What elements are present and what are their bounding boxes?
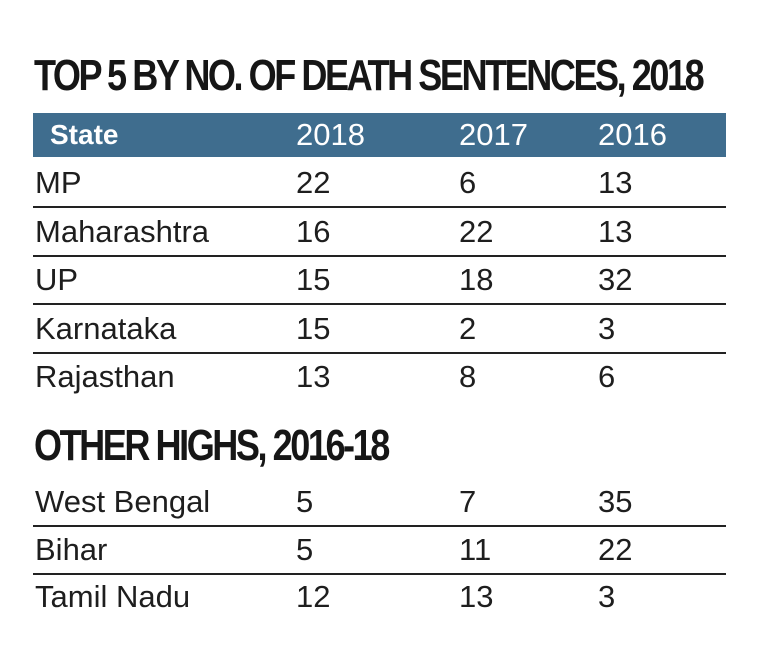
value-cell-2017: 7 — [459, 484, 477, 519]
header-2017: 2017 — [459, 117, 528, 152]
table-row: Karnataka 15 2 3 — [33, 304, 726, 354]
state-cell: UP — [35, 262, 79, 297]
state-cell: West Bengal — [35, 484, 211, 519]
header-state: State — [50, 119, 119, 150]
state-cell: Karnataka — [35, 310, 177, 346]
table-row: Tamil Nadu 12 13 3 — [33, 572, 726, 620]
value-cell-2016: 13 — [598, 165, 633, 200]
state-cell: Tamil Nadu — [35, 579, 191, 614]
table-row: Rajasthan 13 8 6 — [33, 352, 726, 400]
value-cell-2018: 15 — [296, 310, 331, 346]
table-row: West Bengal 5 7 35 — [33, 477, 726, 527]
state-cell: MP — [35, 165, 82, 200]
value-cell-2018: 5 — [296, 531, 314, 567]
state-cell: Maharashtra — [35, 213, 210, 249]
table-row: Bihar 5 11 22 — [33, 525, 726, 575]
value-cell-2017: 18 — [459, 262, 494, 297]
value-cell-2016: 13 — [598, 213, 633, 249]
state-cell: Rajasthan — [35, 359, 175, 394]
other-highs-title: OTHER HIGHS, 2016-18 — [34, 421, 390, 470]
table-header: State 2018 2017 2016 — [33, 113, 726, 157]
header-2016: 2016 — [598, 117, 667, 152]
value-cell-2016: 3 — [598, 310, 616, 346]
table-row: Maharashtra 16 22 13 — [33, 207, 726, 257]
value-cell-2017: 8 — [459, 359, 477, 394]
top5-title: TOP 5 BY NO. OF DEATH SENTENCES, 2018 — [34, 51, 705, 100]
value-cell-2016: 6 — [598, 359, 616, 394]
header-2018: 2018 — [296, 117, 365, 152]
value-cell-2016: 3 — [598, 579, 616, 614]
value-cell-2016: 35 — [598, 484, 633, 519]
value-cell-2017: 22 — [459, 213, 494, 249]
table-row: MP 22 6 13 — [33, 158, 726, 208]
value-cell-2018: 13 — [296, 359, 331, 394]
value-cell-2016: 32 — [598, 262, 633, 297]
value-cell-2018: 5 — [296, 484, 314, 519]
value-cell-2017: 13 — [459, 579, 494, 614]
value-cell-2018: 12 — [296, 579, 331, 614]
value-cell-2018: 16 — [296, 213, 331, 249]
table-row: UP 15 18 32 — [33, 255, 726, 305]
value-cell-2018: 15 — [296, 262, 331, 297]
value-cell-2018: 22 — [296, 165, 331, 200]
value-cell-2017: 2 — [459, 310, 477, 346]
value-cell-2016: 22 — [598, 531, 633, 567]
state-cell: Bihar — [35, 531, 108, 567]
value-cell-2017: 6 — [459, 165, 477, 200]
value-cell-2017: 11 — [459, 531, 492, 567]
